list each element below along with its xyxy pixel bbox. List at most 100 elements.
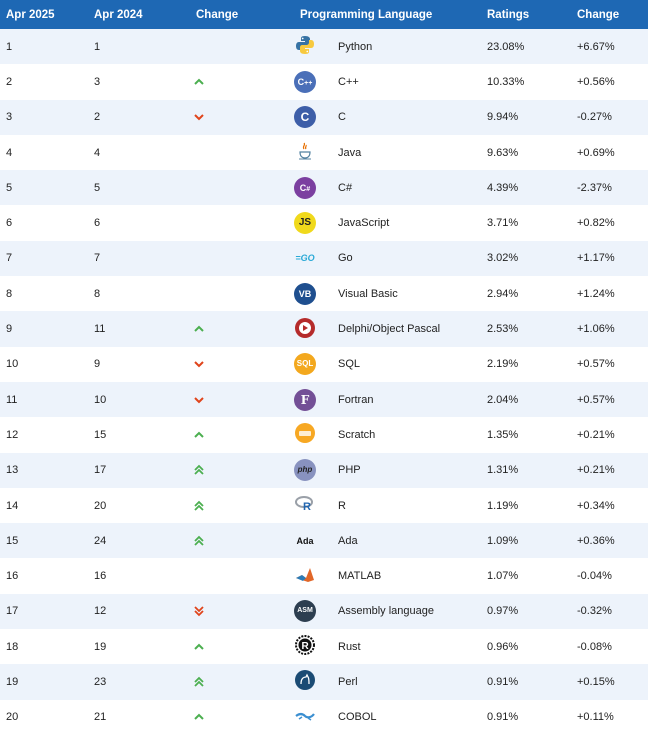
rank-2025: 13: [0, 453, 88, 488]
double-chevron-up-icon: [192, 535, 206, 547]
language-name[interactable]: R: [332, 488, 481, 523]
language-name[interactable]: Assembly language: [332, 594, 481, 629]
rating-change: +0.57%: [571, 382, 648, 417]
language-name[interactable]: Perl: [332, 664, 481, 699]
header-apr-2025[interactable]: Apr 2025: [0, 0, 88, 29]
language-name[interactable]: Fortran: [332, 382, 481, 417]
rating-change: +1.24%: [571, 276, 648, 311]
language-name[interactable]: MATLAB: [332, 558, 481, 593]
language-name[interactable]: Java: [332, 135, 481, 170]
language-logo-cell: [278, 664, 332, 699]
python-logo-icon: [294, 47, 316, 59]
chevron-up-icon: [192, 429, 206, 441]
language-logo-cell: php: [278, 453, 332, 488]
rank-2025: 18: [0, 629, 88, 664]
header-apr-2024[interactable]: Apr 2024: [88, 0, 190, 29]
language-name[interactable]: Ada: [332, 523, 481, 558]
language-logo-cell: [278, 311, 332, 346]
table-row: 16 16 MATLAB 1.07% -0.04%: [0, 558, 648, 593]
language-name[interactable]: PHP: [332, 453, 481, 488]
rating: 9.94%: [481, 100, 571, 135]
trend-cell: [190, 241, 278, 276]
language-name[interactable]: Scratch: [332, 417, 481, 452]
sql-logo-icon: SQL: [294, 358, 316, 370]
rank-2024: 11: [88, 311, 190, 346]
header-change[interactable]: Change: [571, 0, 648, 29]
rating-change: +1.06%: [571, 311, 648, 346]
language-name[interactable]: C++: [332, 64, 481, 99]
double-chevron-up-icon: [192, 464, 206, 476]
language-name[interactable]: Delphi/Object Pascal: [332, 311, 481, 346]
rank-2025: 16: [0, 558, 88, 593]
trend-cell: [190, 29, 278, 64]
table-row: 4 4 Java 9.63% +0.69%: [0, 135, 648, 170]
rank-2025: 10: [0, 347, 88, 382]
language-logo-cell: JS: [278, 205, 332, 240]
table-row: 2 3 C++ C++ 10.33% +0.56%: [0, 64, 648, 99]
rating-change: +0.36%: [571, 523, 648, 558]
table-row: 18 19 R Rust 0.96% -0.08%: [0, 629, 648, 664]
language-name[interactable]: Visual Basic: [332, 276, 481, 311]
php-logo-icon: php: [294, 464, 316, 476]
language-logo-cell: Ada: [278, 523, 332, 558]
header-ratings[interactable]: Ratings: [481, 0, 571, 29]
scratch-logo-icon: [294, 435, 316, 447]
trend-cell: [190, 311, 278, 346]
language-logo-cell: VB: [278, 276, 332, 311]
rank-2024: 2: [88, 100, 190, 135]
go-logo-icon: =GO: [294, 252, 316, 264]
rating-change: -2.37%: [571, 170, 648, 205]
matlab-logo-icon: [294, 577, 316, 589]
language-logo-cell: [278, 135, 332, 170]
language-name[interactable]: COBOL: [332, 700, 481, 735]
cpp-logo-icon: C++: [294, 76, 316, 88]
ada-logo-icon: Ada: [294, 535, 316, 547]
trend-cell: [190, 347, 278, 382]
table-row: 5 5 C# C# 4.39% -2.37%: [0, 170, 648, 205]
chevron-up-icon: [192, 711, 206, 723]
rating: 2.19%: [481, 347, 571, 382]
chevron-down-icon: [192, 358, 206, 370]
language-name[interactable]: JavaScript: [332, 205, 481, 240]
table-row: 13 17 php PHP 1.31% +0.21%: [0, 453, 648, 488]
language-logo-cell: [278, 700, 332, 735]
rank-2024: 19: [88, 629, 190, 664]
header-change-trend[interactable]: Change: [190, 0, 278, 29]
rating: 10.33%: [481, 64, 571, 99]
table-row: 15 24 Ada Ada 1.09% +0.36%: [0, 523, 648, 558]
chevron-down-icon: [192, 394, 206, 406]
language-logo-cell: [278, 558, 332, 593]
rating: 1.35%: [481, 417, 571, 452]
delphi-logo-icon: [294, 330, 316, 342]
rating: 2.94%: [481, 276, 571, 311]
language-name[interactable]: C: [332, 100, 481, 135]
header-language[interactable]: Programming Language: [278, 0, 481, 29]
language-name[interactable]: Rust: [332, 629, 481, 664]
rank-2025: 4: [0, 135, 88, 170]
trend-cell: [190, 64, 278, 99]
table-row: 19 23 Perl 0.91% +0.15%: [0, 664, 648, 699]
double-chevron-up-icon: [192, 499, 206, 511]
language-name[interactable]: SQL: [332, 347, 481, 382]
rating-change: +6.67%: [571, 29, 648, 64]
rating: 9.63%: [481, 135, 571, 170]
rank-2025: 1: [0, 29, 88, 64]
rank-2024: 4: [88, 135, 190, 170]
csharp-logo-icon: C#: [294, 182, 316, 194]
trend-cell: [190, 135, 278, 170]
java-logo-icon: [294, 153, 316, 165]
language-name[interactable]: C#: [332, 170, 481, 205]
chevron-up-icon: [192, 641, 206, 653]
rating: 1.31%: [481, 453, 571, 488]
language-name[interactable]: Go: [332, 241, 481, 276]
rank-2024: 10: [88, 382, 190, 417]
language-logo-cell: C++: [278, 64, 332, 99]
rating-change: +0.21%: [571, 453, 648, 488]
language-name[interactable]: Python: [332, 29, 481, 64]
rank-2025: 12: [0, 417, 88, 452]
rank-2025: 2: [0, 64, 88, 99]
rating: 23.08%: [481, 29, 571, 64]
double-chevron-up-icon: [192, 676, 206, 688]
rank-2025: 9: [0, 311, 88, 346]
visual-basic-logo-icon: VB: [294, 288, 316, 300]
